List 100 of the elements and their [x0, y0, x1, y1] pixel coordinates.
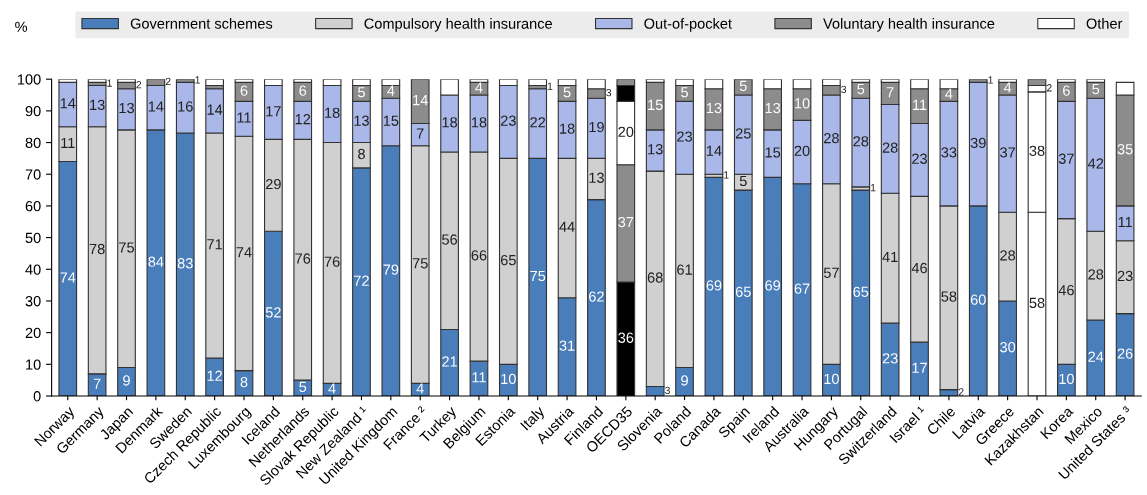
data-label: 41 [882, 251, 898, 262]
data-label: 2 [958, 388, 964, 396]
data-label: 10 [795, 98, 810, 109]
data-label: 84 [148, 256, 164, 267]
data-label: 76 [295, 253, 311, 264]
data-label: 2 [136, 80, 142, 89]
legend-label: Government schemes [130, 18, 273, 29]
data-label: 15 [648, 99, 663, 111]
data-label: 12 [207, 370, 222, 381]
y-axis-title: % [15, 21, 28, 32]
data-label: 17 [266, 106, 281, 117]
data-label: 7 [886, 87, 894, 98]
data-label: 5 [563, 87, 571, 98]
data-label: 23 [912, 153, 927, 164]
data-label: 18 [442, 117, 458, 128]
data-label: 61 [677, 264, 692, 275]
data-label: 9 [681, 375, 688, 386]
data-label: 1 [195, 76, 200, 84]
data-label: 12 [295, 113, 311, 125]
y-tick-label: 80 [25, 137, 41, 148]
data-label: 4 [387, 85, 395, 96]
data-label: 5 [681, 87, 688, 98]
data-label: 10 [501, 373, 516, 385]
data-label: 65 [853, 286, 869, 297]
data-label: 23 [1117, 270, 1133, 282]
data-label: 83 [177, 258, 193, 269]
data-label: 20 [618, 126, 634, 137]
data-label: 11 [1118, 217, 1132, 228]
data-label: 13 [765, 102, 781, 114]
data-label: 13 [589, 172, 604, 183]
y-tick-label: 100 [17, 74, 41, 85]
data-label: 2 [165, 77, 171, 86]
y-tick-label: 0 [33, 391, 41, 402]
data-label: 14 [706, 145, 722, 156]
data-label: 38 [1029, 145, 1045, 156]
data-label: 7 [93, 378, 101, 389]
data-label: 11 [61, 137, 75, 148]
data-label: 23 [882, 353, 898, 364]
data-label: 9 [123, 375, 130, 386]
y-tick-label: 20 [25, 327, 41, 339]
data-label: 57 [823, 267, 839, 278]
data-label: 52 [265, 307, 281, 318]
data-label: 13 [90, 99, 105, 111]
data-label: 46 [1058, 285, 1074, 296]
data-label: 39 [970, 137, 986, 149]
data-label: 24 [1088, 351, 1104, 362]
data-label: 1 [107, 79, 112, 87]
data-label: 4 [475, 82, 483, 93]
data-label: 13 [119, 102, 134, 114]
data-label: 26 [1117, 348, 1133, 359]
data-label: 19 [589, 121, 604, 133]
y-tick-label: 40 [25, 264, 41, 275]
data-label: 10 [824, 373, 839, 385]
data-label: 14 [413, 95, 428, 106]
y-tick-label: 60 [25, 201, 41, 212]
data-label: 8 [358, 148, 365, 160]
data-label: 6 [240, 85, 248, 96]
data-label: 10 [1059, 373, 1074, 385]
data-label: 2 [1046, 84, 1052, 92]
data-label: 28 [824, 132, 839, 144]
y-tick-label: 50 [25, 232, 41, 244]
data-label: 22 [530, 117, 546, 128]
data-label: 35 [1117, 144, 1133, 155]
data-label: 44 [559, 221, 575, 232]
data-label: 56 [442, 234, 458, 245]
data-label: 11 [237, 112, 251, 123]
data-label: 21 [442, 356, 457, 367]
data-label: 72 [354, 275, 369, 286]
data-label: 30 [1000, 342, 1016, 353]
data-label: 66 [471, 250, 487, 261]
data-label: 65 [735, 286, 751, 297]
data-label: 14 [148, 101, 164, 112]
data-label: 25 [735, 128, 751, 139]
data-label: 5 [739, 80, 747, 92]
data-label: 67 [794, 283, 810, 294]
data-label: 18 [325, 107, 340, 118]
data-label: 4 [1003, 82, 1012, 93]
data-label: 5 [857, 84, 865, 95]
data-label: 31 [559, 340, 575, 351]
legend-label: Voluntary health insurance [823, 18, 995, 32]
data-label: 60 [970, 294, 986, 305]
data-label: 8 [240, 376, 248, 388]
data-label: 15 [765, 147, 781, 158]
data-label: 1 [547, 82, 553, 90]
bar [704, 176, 724, 396]
data-label: 1 [724, 171, 729, 179]
data-label: 75 [119, 242, 135, 253]
data-label: 74 [60, 272, 76, 283]
data-label: 16 [178, 101, 193, 112]
data-label: 14 [207, 104, 223, 115]
data-label: 11 [913, 99, 927, 110]
data-label: 3 [606, 88, 612, 97]
data-label: 14 [60, 98, 76, 109]
data-label: 62 [589, 291, 604, 302]
data-label: 28 [1000, 250, 1016, 261]
data-label: 37 [1058, 153, 1074, 164]
legend-label: Out-of-pocket [644, 18, 732, 32]
data-label: 75 [530, 270, 546, 282]
y-tick-label: 10 [26, 359, 41, 370]
data-label: 78 [89, 243, 105, 255]
